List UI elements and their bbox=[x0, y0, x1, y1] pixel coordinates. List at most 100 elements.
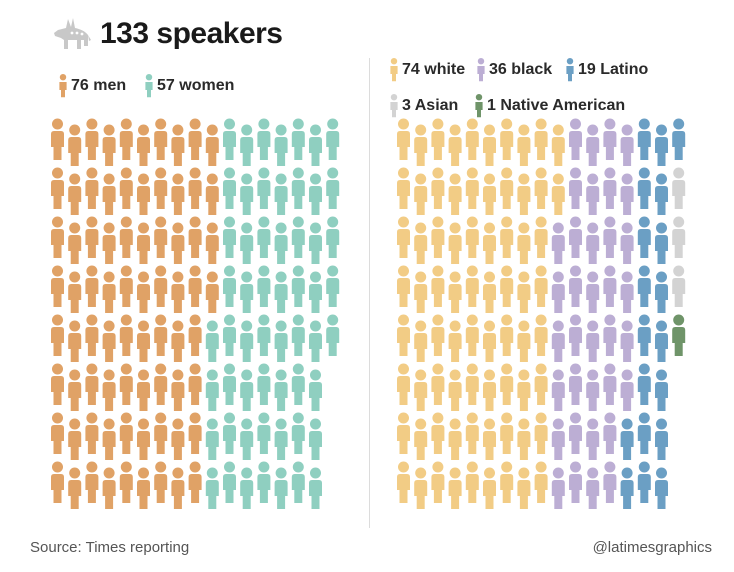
person-icon-women bbox=[326, 314, 340, 356]
person-icon-women bbox=[291, 265, 305, 307]
person-icon-women bbox=[205, 320, 219, 362]
person-icon-white bbox=[448, 467, 462, 509]
person-icon-men bbox=[188, 461, 202, 503]
person-icon-women bbox=[291, 363, 305, 405]
person-icon-women bbox=[274, 418, 288, 460]
person-icon-white bbox=[431, 265, 445, 307]
legend-white: 74 white bbox=[389, 58, 465, 82]
person-icon-white bbox=[431, 314, 445, 356]
person-icon-women bbox=[240, 369, 254, 411]
person-icon-white bbox=[397, 118, 410, 160]
person-icon-men bbox=[137, 271, 150, 313]
person-icon-men bbox=[85, 363, 99, 405]
person-icon-latino bbox=[655, 124, 668, 166]
person-icon-black bbox=[551, 369, 565, 411]
chart-title: 133 speakers bbox=[100, 17, 283, 50]
person-icon-black bbox=[603, 314, 617, 356]
person-icon-men bbox=[154, 314, 168, 356]
person-icon-women bbox=[274, 173, 288, 215]
person-icon-black bbox=[569, 412, 582, 454]
person-icon-women bbox=[223, 167, 236, 209]
person-icon-women bbox=[326, 118, 340, 160]
person-icon-white bbox=[448, 271, 462, 313]
person-icon-women bbox=[257, 461, 271, 503]
person-icon-women bbox=[274, 467, 288, 509]
pictogram-svg bbox=[51, 118, 340, 509]
person-icon-white bbox=[483, 320, 496, 362]
person-icon-men bbox=[119, 363, 133, 405]
legend-black-label: 36 black bbox=[489, 61, 553, 78]
person-icon-white bbox=[397, 363, 410, 405]
person-icon-women bbox=[309, 369, 322, 411]
legend-black: 36 black bbox=[476, 58, 552, 82]
person-icon-women bbox=[291, 461, 305, 503]
person-icon-black bbox=[620, 271, 634, 313]
person-icon-black bbox=[586, 173, 600, 215]
person-icon-black bbox=[569, 216, 582, 258]
legend-latino-label: 19 Latino bbox=[578, 61, 649, 78]
person-icon bbox=[145, 74, 153, 98]
person-icon bbox=[390, 58, 398, 82]
person-icon-men bbox=[154, 216, 168, 258]
person-icon-women bbox=[223, 412, 236, 454]
person-icon-men bbox=[154, 265, 168, 307]
person-icon-black bbox=[586, 467, 600, 509]
person-icon-black bbox=[586, 320, 600, 362]
person-icon-white bbox=[465, 461, 479, 503]
person-icon-men bbox=[68, 271, 82, 313]
person-icon-white bbox=[414, 222, 428, 264]
person-icon-women bbox=[223, 363, 236, 405]
person-icon-black bbox=[603, 265, 617, 307]
person-icon-men bbox=[119, 118, 133, 160]
person-icon-men bbox=[188, 216, 202, 258]
person-icon-women bbox=[274, 320, 288, 362]
person-icon-white bbox=[534, 118, 548, 160]
person-icon-native-american bbox=[672, 314, 686, 356]
person-icon-men bbox=[171, 222, 185, 264]
person-icon-men bbox=[119, 167, 133, 209]
person-icon-white bbox=[431, 461, 445, 503]
legend-asian: 3 Asian bbox=[389, 94, 458, 118]
person-icon-white bbox=[414, 124, 428, 166]
person-icon-white bbox=[517, 369, 531, 411]
pictogram-svg bbox=[397, 118, 686, 509]
person-icon-women bbox=[257, 118, 271, 160]
person-icon-women bbox=[240, 418, 254, 460]
person-icon-men bbox=[119, 265, 133, 307]
person-icon-white bbox=[465, 118, 479, 160]
legend-men: 76 men bbox=[58, 74, 126, 98]
person-icon-men bbox=[188, 167, 202, 209]
person-icon-men bbox=[154, 167, 168, 209]
person-icon bbox=[59, 74, 67, 98]
person-icon-men bbox=[154, 412, 168, 454]
legend-white-label: 74 white bbox=[402, 61, 466, 78]
person-icon-women bbox=[274, 222, 288, 264]
person-icon-black bbox=[551, 467, 565, 509]
person-icon-men bbox=[137, 369, 150, 411]
person-icon-women bbox=[291, 412, 305, 454]
person-icon-white bbox=[431, 363, 445, 405]
person-icon-men bbox=[102, 320, 116, 362]
person-icon-white bbox=[517, 320, 531, 362]
person-icon-white bbox=[397, 314, 410, 356]
chart-header: 133 speakers bbox=[52, 14, 283, 54]
person-icon-men bbox=[102, 271, 116, 313]
person-icon-white bbox=[397, 412, 410, 454]
person-icon-women bbox=[257, 314, 271, 356]
person-icon-latino bbox=[655, 418, 668, 460]
person-icon-men bbox=[171, 418, 185, 460]
person-icon-white bbox=[397, 461, 410, 503]
person-icon-white bbox=[465, 363, 479, 405]
person-icon-white bbox=[551, 124, 565, 166]
person-icon-women bbox=[223, 118, 236, 160]
person-icon-white bbox=[500, 314, 514, 356]
person-icon-men bbox=[188, 412, 202, 454]
person-icon-white bbox=[483, 418, 496, 460]
person-icon-men bbox=[68, 467, 82, 509]
person-icon-white bbox=[414, 271, 428, 313]
person-icon-latino bbox=[655, 173, 668, 215]
person-icon-white bbox=[414, 418, 428, 460]
person-icon-women bbox=[309, 222, 322, 264]
person-icon-black bbox=[551, 271, 565, 313]
person-icon-white bbox=[465, 412, 479, 454]
